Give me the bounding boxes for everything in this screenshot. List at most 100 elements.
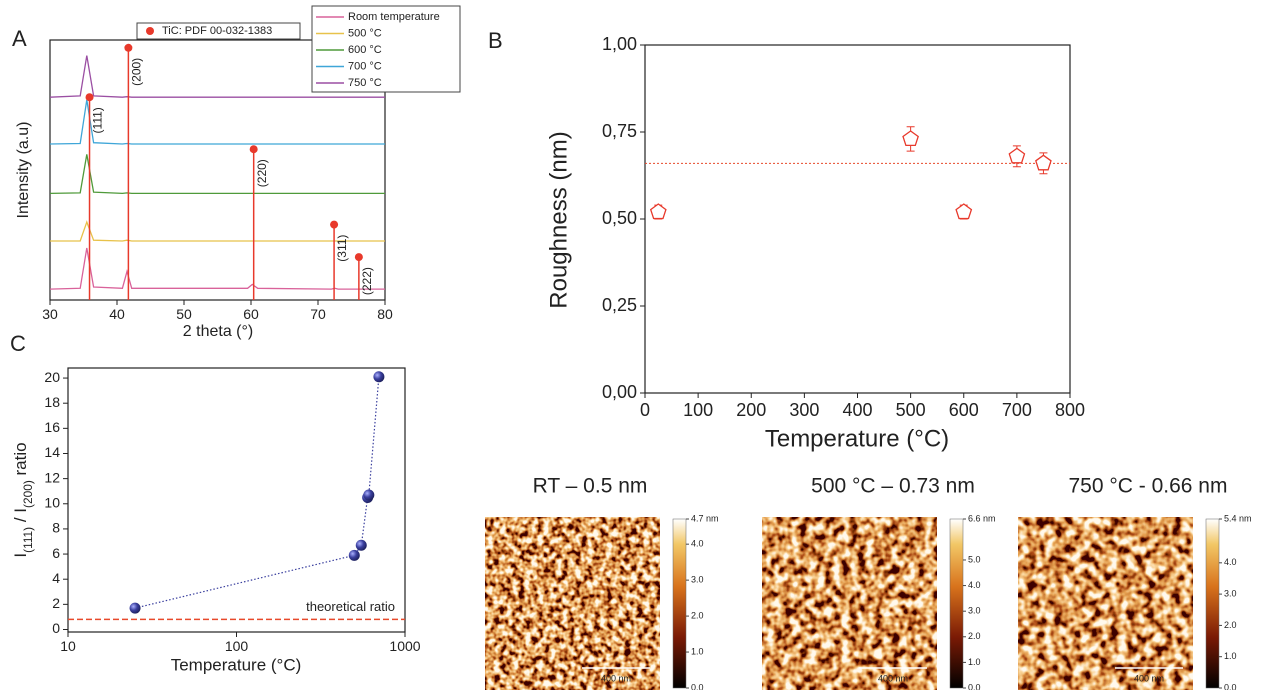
colorbar-tick-label: 5.4 nm	[1224, 513, 1252, 523]
legend-label: 600 °C	[348, 44, 382, 56]
plot-frame	[68, 368, 405, 632]
reference-label: (220)	[255, 159, 269, 187]
data-point	[1009, 148, 1024, 162]
reference-label: (111)	[91, 107, 105, 133]
x-tick-label: 10	[60, 638, 76, 654]
x-tick-label: 200	[736, 400, 766, 420]
reference-marker	[355, 253, 363, 261]
x-tick-label: 40	[109, 306, 125, 322]
x-tick-label: 100	[683, 400, 713, 420]
y-axis-label-part: / I	[11, 508, 30, 527]
x-tick-label: 600	[949, 400, 979, 420]
reference-label: (311)	[335, 235, 349, 262]
reference-line-label: theoretical ratio	[306, 599, 395, 614]
y-tick-label: 14	[44, 444, 60, 460]
colorbar-tick-label: 6.6 nm	[968, 513, 996, 523]
y-tick-label: 0,75	[602, 121, 637, 141]
y-axis-label-part: (111)	[21, 527, 35, 553]
colorbar-tick-label: 1.0	[691, 646, 704, 656]
y-tick-label: 10	[44, 494, 60, 510]
x-tick-label: 60	[243, 306, 259, 322]
data-point	[349, 550, 360, 561]
y-axis-label: I(111) / I(200) ratio	[11, 442, 35, 557]
x-tick-label: 400	[842, 400, 872, 420]
colorbar-tick-label: 0.0	[1224, 682, 1237, 690]
scale-bar-label: 400 nm	[1134, 673, 1164, 683]
x-tick-label: 800	[1055, 400, 1085, 420]
image-title: RT – 0.5 nm	[533, 475, 648, 498]
colorbar	[673, 519, 686, 688]
legend-marker	[146, 27, 154, 35]
y-tick-label: 4	[52, 570, 60, 586]
reference-marker	[86, 93, 94, 101]
figure: 304050607080A2 theta (°)Intensity (a.u)(…	[0, 0, 1266, 690]
colorbar-tick-label: 5.0	[968, 554, 981, 564]
x-tick-label: 50	[176, 306, 192, 322]
y-axis-label: Intensity (a.u)	[15, 122, 32, 219]
data-point	[130, 603, 141, 614]
y-tick-label: 0	[52, 620, 60, 636]
colorbar	[1206, 519, 1219, 688]
data-point	[651, 204, 666, 219]
colorbar-tick-label: 0.0	[691, 682, 704, 690]
data-point	[356, 540, 367, 551]
data-point	[373, 371, 384, 382]
legend-label: 750 °C	[348, 77, 382, 89]
y-tick-label: 6	[52, 545, 60, 561]
y-tick-label: 18	[44, 394, 60, 410]
x-tick-label: 300	[789, 400, 819, 420]
data-point	[363, 489, 374, 500]
x-tick-label: 500	[896, 400, 926, 420]
y-tick-label: 12	[44, 469, 60, 485]
legend-label: TiC: PDF 00-032-1383	[162, 25, 272, 37]
image-title: 500 °C – 0.73 nm	[811, 475, 975, 498]
colorbar-tick-label: 2.0	[968, 631, 981, 641]
x-tick-label: 0	[640, 400, 650, 420]
y-axis-label-part: (200)	[21, 480, 35, 508]
legend-label: Room temperature	[348, 11, 440, 23]
y-tick-label: 1,00	[602, 34, 637, 54]
afm-image	[762, 517, 937, 690]
panel-label: B	[488, 28, 503, 53]
colorbar-tick-label: 3.0	[968, 606, 981, 616]
colorbar-tick-label: 4.0	[691, 539, 704, 549]
data-point	[1036, 155, 1051, 170]
data-point	[903, 131, 918, 145]
x-tick-label: 700	[1002, 400, 1032, 420]
colorbar-tick-label: 4.0	[1224, 557, 1237, 567]
xrd-pattern	[50, 154, 385, 193]
plot-frame	[645, 45, 1070, 393]
fit-line	[135, 377, 379, 608]
y-axis-label: Roughness (nm)	[545, 131, 572, 308]
panel-label: A	[12, 26, 27, 51]
y-tick-label: 16	[44, 419, 60, 435]
colorbar-tick-label: 2.0	[691, 610, 704, 620]
x-tick-label: 100	[225, 638, 249, 654]
data-point	[956, 204, 971, 219]
x-tick-label: 30	[42, 306, 58, 322]
y-axis-label-part: ratio	[11, 442, 30, 480]
legend-label: 500 °C	[348, 27, 382, 39]
colorbar	[950, 519, 963, 688]
reference-label: (200)	[130, 58, 144, 86]
x-tick-label: 80	[377, 306, 393, 322]
x-axis-label: Temperature (°C)	[171, 655, 302, 674]
scale-bar-label: 400 nm	[601, 673, 631, 683]
colorbar-tick-label: 2.0	[1224, 620, 1237, 630]
y-tick-label: 0,25	[602, 295, 637, 315]
colorbar-tick-label: 4.0	[968, 580, 981, 590]
x-axis-label: Temperature (°C)	[765, 425, 949, 452]
colorbar-tick-label: 0.0	[968, 682, 981, 690]
y-tick-label: 8	[52, 520, 60, 536]
reference-marker	[124, 44, 132, 52]
y-tick-label: 2	[52, 595, 60, 611]
colorbar-tick-label: 3.0	[1224, 588, 1237, 598]
afm-image	[1018, 517, 1193, 690]
y-tick-label: 0,50	[602, 208, 637, 228]
colorbar-tick-label: 1.0	[968, 657, 981, 667]
reference-label: (222)	[360, 267, 374, 295]
panel-label: C	[10, 331, 26, 356]
y-tick-label: 0,00	[602, 382, 637, 402]
image-title: 750 °C - 0.66 nm	[1069, 475, 1228, 498]
y-tick-label: 20	[44, 369, 60, 385]
